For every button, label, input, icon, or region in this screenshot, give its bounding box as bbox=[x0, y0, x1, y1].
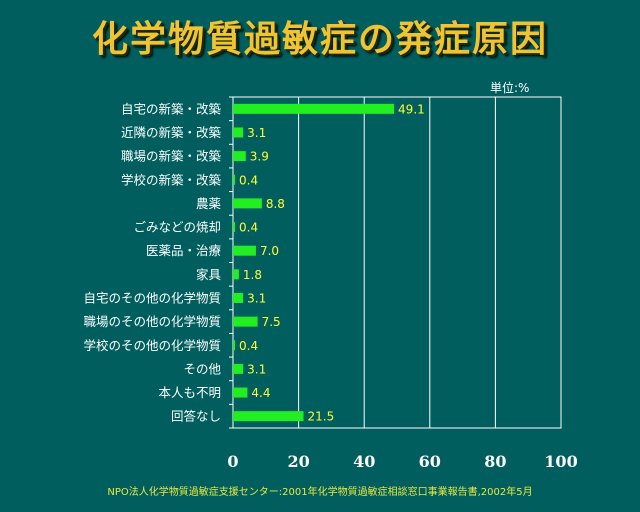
bar bbox=[233, 316, 258, 327]
category-label: その他 bbox=[183, 361, 221, 376]
bar bbox=[233, 245, 256, 256]
value-label: 0.4 bbox=[239, 221, 258, 235]
category-label: 学校のその他の化学物質 bbox=[83, 338, 221, 353]
category-label: ごみなどの焼却 bbox=[133, 220, 221, 235]
value-label: 4.4 bbox=[251, 386, 270, 400]
value-label: 3.1 bbox=[247, 291, 266, 305]
value-label: 21.5 bbox=[308, 410, 335, 424]
bar bbox=[233, 269, 239, 280]
category-label: 職場の新築・改築 bbox=[121, 149, 222, 164]
bar bbox=[233, 411, 304, 422]
value-label: 8.8 bbox=[266, 197, 285, 211]
value-label: 0.4 bbox=[239, 339, 258, 353]
value-label: 3.1 bbox=[247, 362, 266, 376]
value-label: 3.9 bbox=[250, 150, 269, 164]
source-note: NPO法人化学物質過敏症支援センター:2001年化学物質過敏症相談窓口事業報告書… bbox=[107, 487, 533, 498]
value-label: 7.0 bbox=[260, 244, 279, 258]
category-label: 自宅のその他の化学物質 bbox=[83, 290, 221, 305]
bar bbox=[233, 222, 235, 233]
category-label: 本人も不明 bbox=[158, 385, 221, 400]
category-label: 自宅の新築・改築 bbox=[121, 101, 222, 116]
bar bbox=[233, 292, 244, 303]
category-label: 近隣の新築・改築 bbox=[121, 125, 222, 140]
bar bbox=[233, 151, 246, 162]
category-label: 学校の新築・改築 bbox=[121, 172, 222, 187]
bar bbox=[233, 198, 262, 209]
labels-layer: 0 20 40 60 80 100 自宅の新築・改築 49.1 近隣の新築・改築 3.1 職場の新築… bbox=[83, 101, 577, 471]
bar bbox=[233, 127, 244, 138]
x-tick-label: 80 bbox=[484, 452, 506, 471]
value-label: 7.5 bbox=[262, 315, 281, 329]
category-label: 医薬品・治療 bbox=[146, 243, 222, 258]
value-label: 3.1 bbox=[247, 126, 266, 140]
bar bbox=[233, 174, 235, 185]
category-label: 職場のその他の化学物質 bbox=[83, 314, 221, 329]
unit-label: 単位:% bbox=[490, 81, 530, 95]
plot-frame bbox=[232, 96, 562, 429]
x-tick-label: 60 bbox=[419, 452, 441, 471]
bar bbox=[233, 363, 244, 374]
bar bbox=[233, 103, 395, 114]
x-tick-label: 20 bbox=[287, 452, 309, 471]
value-label: 0.4 bbox=[239, 173, 258, 187]
bar bbox=[233, 387, 248, 398]
chart-title: 化学物質過敏症の発症原因 bbox=[91, 19, 548, 60]
bars-layer bbox=[233, 103, 395, 422]
category-label: 農薬 bbox=[196, 196, 222, 211]
x-tick-label: 40 bbox=[353, 452, 375, 471]
value-label: 49.1 bbox=[398, 102, 425, 116]
x-tick-label: 100 bbox=[544, 452, 577, 471]
bar bbox=[233, 340, 235, 351]
grid-layer bbox=[229, 96, 562, 429]
category-label: 家具 bbox=[196, 267, 222, 282]
value-label: 1.8 bbox=[243, 268, 262, 282]
category-label: 回答なし bbox=[171, 409, 221, 424]
x-tick-label: 0 bbox=[227, 452, 238, 471]
